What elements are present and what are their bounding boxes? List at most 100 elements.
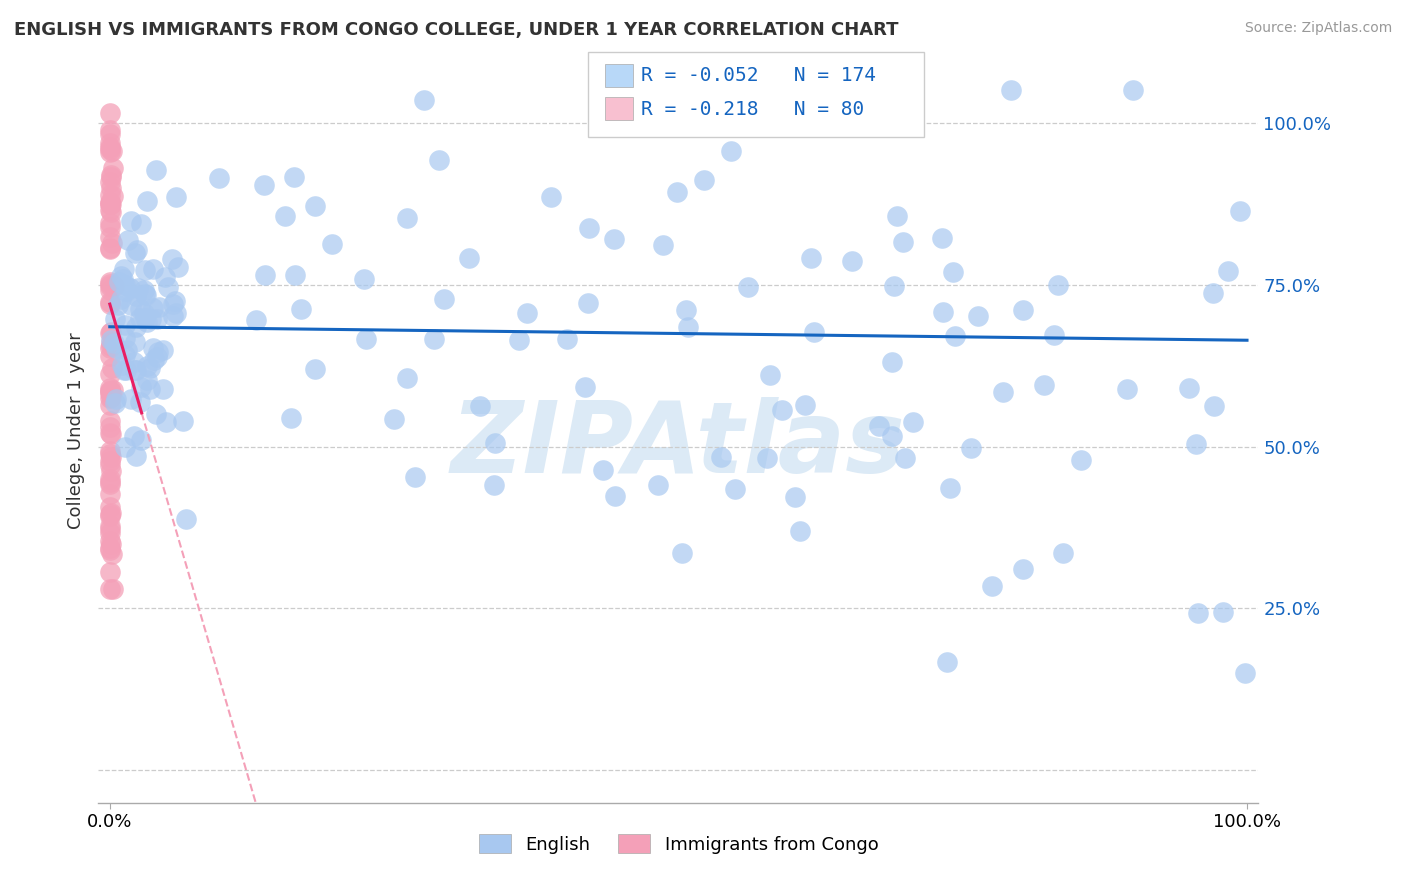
- Point: [555, 332, 578, 346]
- Point: [100, 205, 122, 219]
- Point: [652, 238, 675, 252]
- Point: [1184, 437, 1206, 451]
- Point: [1000, 83, 1022, 97]
- Point: [98, 386, 121, 401]
- Point: [98, 522, 121, 536]
- Point: [1070, 453, 1092, 467]
- Point: [939, 481, 962, 495]
- Point: [98, 582, 121, 596]
- Point: [118, 281, 141, 295]
- Point: [103, 335, 125, 350]
- Point: [124, 334, 146, 349]
- Point: [115, 343, 138, 357]
- Point: [284, 268, 307, 283]
- Point: [433, 292, 456, 306]
- Point: [98, 458, 121, 472]
- Point: [98, 533, 121, 548]
- Point: [134, 306, 156, 320]
- Point: [578, 220, 600, 235]
- Point: [413, 93, 436, 107]
- Point: [104, 311, 127, 326]
- Point: [98, 277, 121, 292]
- Point: [160, 252, 183, 266]
- Point: [98, 275, 121, 289]
- Point: [98, 243, 121, 257]
- Point: [894, 451, 917, 466]
- Point: [1187, 606, 1209, 620]
- Point: [139, 361, 162, 376]
- Point: [98, 136, 121, 150]
- Point: [146, 350, 169, 364]
- Point: [98, 194, 121, 209]
- Point: [758, 368, 780, 382]
- Point: [574, 380, 596, 394]
- Point: [174, 512, 197, 526]
- Point: [1202, 399, 1225, 413]
- Point: [98, 447, 121, 461]
- Point: [304, 199, 326, 213]
- Point: [783, 490, 806, 504]
- Point: [110, 292, 132, 306]
- Text: ENGLISH VS IMMIGRANTS FROM CONGO COLLEGE, UNDER 1 YEAR CORRELATION CHART: ENGLISH VS IMMIGRANTS FROM CONGO COLLEGE…: [14, 21, 898, 39]
- Point: [135, 288, 157, 302]
- Point: [165, 189, 187, 203]
- Point: [139, 311, 162, 326]
- Point: [98, 215, 121, 229]
- Point: [756, 451, 779, 466]
- Text: Source: ZipAtlas.com: Source: ZipAtlas.com: [1244, 21, 1392, 36]
- Point: [931, 231, 953, 245]
- Point: [886, 209, 908, 223]
- Point: [115, 285, 138, 299]
- Point: [104, 392, 127, 406]
- Point: [129, 433, 152, 447]
- Point: [960, 441, 983, 455]
- Point: [98, 349, 121, 363]
- Point: [134, 287, 156, 301]
- Point: [146, 345, 169, 359]
- Point: [100, 537, 122, 551]
- Point: [98, 122, 121, 136]
- Point: [107, 297, 129, 311]
- Point: [98, 220, 121, 235]
- Point: [98, 444, 121, 458]
- Point: [98, 187, 121, 202]
- Point: [124, 362, 146, 376]
- Point: [100, 334, 122, 349]
- Point: [98, 391, 121, 405]
- Point: [891, 235, 914, 249]
- Point: [1043, 328, 1066, 343]
- Point: [1177, 381, 1199, 395]
- Point: [353, 272, 375, 286]
- Point: [208, 171, 231, 186]
- Point: [98, 241, 121, 255]
- Point: [98, 426, 121, 441]
- Point: [98, 279, 121, 293]
- Point: [127, 281, 149, 295]
- Point: [678, 320, 700, 334]
- Point: [932, 304, 955, 318]
- Point: [883, 278, 905, 293]
- Point: [100, 196, 122, 211]
- Point: [101, 161, 124, 175]
- Point: [98, 565, 121, 579]
- Point: [135, 373, 157, 387]
- Point: [173, 413, 195, 427]
- Point: [108, 275, 131, 289]
- Point: [114, 277, 136, 292]
- Point: [148, 300, 170, 314]
- Point: [125, 243, 148, 257]
- Point: [129, 217, 152, 231]
- Y-axis label: College, Under 1 year: College, Under 1 year: [66, 332, 84, 529]
- Point: [283, 170, 305, 185]
- Point: [98, 541, 121, 555]
- Point: [800, 252, 823, 266]
- Point: [98, 284, 121, 298]
- Point: [98, 384, 121, 398]
- Point: [101, 547, 124, 561]
- Point: [245, 313, 267, 327]
- Point: [98, 543, 121, 558]
- Point: [129, 380, 152, 394]
- Point: [484, 435, 506, 450]
- Point: [98, 415, 121, 429]
- Point: [100, 360, 122, 375]
